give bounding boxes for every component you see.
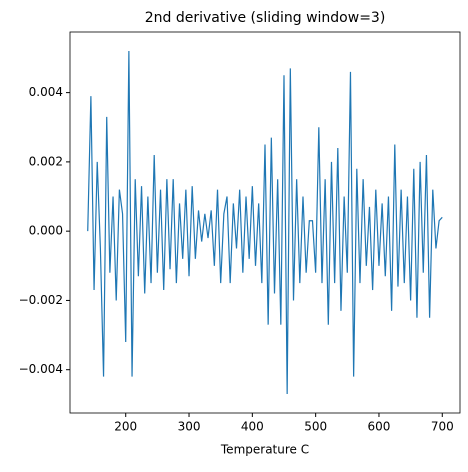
plot-frame [69,31,461,414]
x-tick-label: 200 [114,420,137,434]
y-tick-label: −0.002 [19,293,63,307]
y-tick-label: −0.004 [19,362,63,376]
x-tick-label: 600 [368,420,391,434]
x-axis-label: Temperature C [220,443,309,457]
x-tick-label: 500 [304,420,327,434]
y-tick-label: 0.000 [29,224,63,238]
y-tick-label: 0.004 [29,85,63,99]
chart-title: 2nd derivative (sliding window=3) [145,10,386,26]
data-line [87,51,443,394]
x-tick-label: 700 [431,420,454,434]
x-tick-label: 400 [241,420,264,434]
y-tick-label: 0.002 [29,154,63,168]
x-tick-label: 300 [178,420,201,434]
